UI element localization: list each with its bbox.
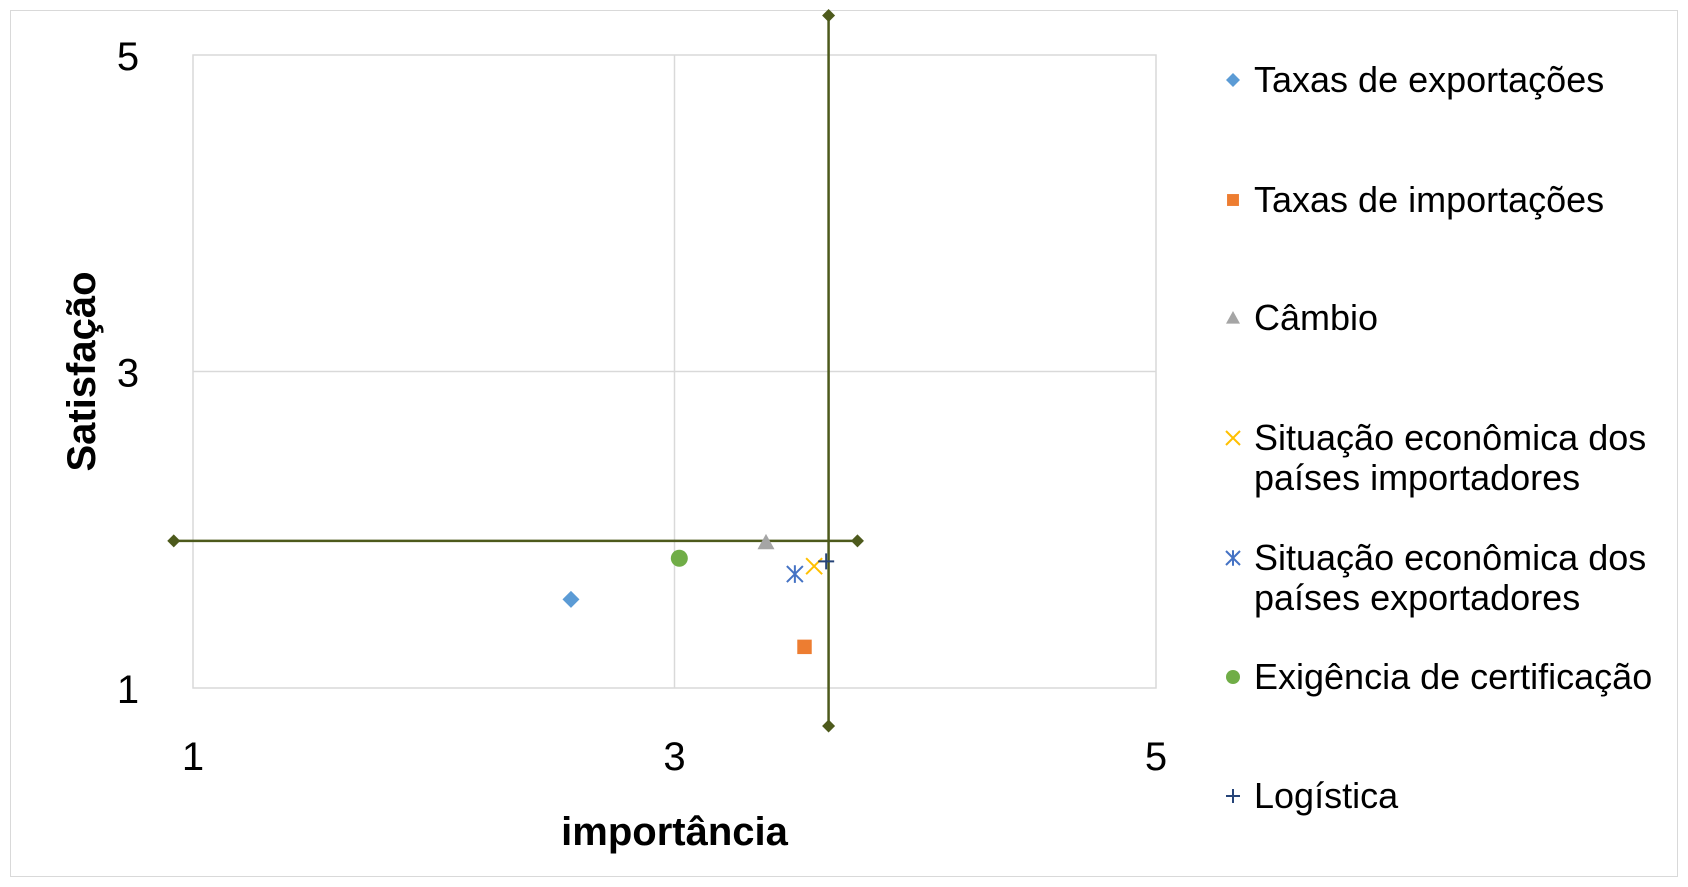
legend-item: Exigência de certificação — [1220, 657, 1674, 697]
legend-marker-icon — [1220, 180, 1246, 220]
reference-line-endpoint — [822, 719, 836, 733]
x-tick-label: 1 — [182, 735, 204, 779]
legend-marker-icon — [1220, 418, 1246, 458]
legend-marker-shape — [1226, 311, 1240, 324]
legend-marker-glyph — [1225, 430, 1241, 446]
legend-label: Exigência de certificação — [1254, 656, 1653, 697]
y-tick-label: 3 — [117, 352, 139, 396]
legend-marker-glyph — [1226, 670, 1240, 684]
legend-marker-shape — [1225, 550, 1241, 566]
legend-marker-icon — [1220, 60, 1246, 100]
legend-marker-shape — [1226, 670, 1240, 684]
legend-marker-glyph — [1227, 194, 1239, 206]
x-tick-label: 5 — [1145, 735, 1167, 779]
legend-label: Situação econômica dos países exportador… — [1254, 537, 1647, 618]
data-point — [562, 590, 580, 608]
y-tick-label: 5 — [117, 35, 139, 79]
legend-marker-glyph — [1226, 73, 1240, 87]
chart-frame — [10, 10, 1678, 877]
reference-line-endpoint — [822, 8, 836, 22]
reference-line-endpoint — [167, 534, 181, 548]
legend-item: Situação econômica dos países exportador… — [1220, 538, 1674, 618]
legend-label: Câmbio — [1254, 297, 1379, 338]
legend-marker-shape — [1226, 73, 1240, 87]
y-axis-title: Satisfação — [60, 271, 104, 471]
legend-marker-glyph — [1226, 789, 1240, 803]
data-point — [757, 533, 775, 550]
legend-label: Taxas de importações — [1254, 179, 1605, 220]
legend-item: Situação econômica dos países importador… — [1220, 418, 1674, 498]
y-tick-label: 1 — [117, 668, 139, 712]
data-point — [670, 549, 688, 567]
legend-marker-icon — [1220, 538, 1246, 578]
legend-item: Taxas de importações — [1220, 180, 1674, 220]
legend-marker-glyph — [1226, 311, 1240, 324]
reference-line-endpoint — [850, 534, 864, 548]
data-point — [818, 553, 835, 570]
data-point — [786, 565, 804, 583]
legend-marker-icon — [1220, 776, 1246, 816]
legend-item: Câmbio — [1220, 298, 1674, 338]
legend-marker-shape — [1225, 430, 1241, 446]
legend-item: Taxas de exportações — [1220, 60, 1674, 100]
data-point — [797, 639, 812, 655]
legend-marker-icon — [1220, 298, 1246, 338]
x-axis-title: importância — [561, 810, 788, 854]
legend-marker-icon — [1220, 657, 1246, 697]
legend-label: Logística — [1254, 775, 1399, 816]
legend-label: Taxas de exportações — [1254, 59, 1605, 100]
legend-marker-glyph — [1225, 550, 1241, 566]
x-tick-label: 3 — [663, 735, 685, 779]
legend-label: Situação econômica dos países importador… — [1254, 417, 1647, 498]
legend-item: Logística — [1220, 776, 1674, 816]
legend-marker-shape — [1226, 789, 1240, 803]
legend-marker-shape — [1227, 194, 1239, 206]
